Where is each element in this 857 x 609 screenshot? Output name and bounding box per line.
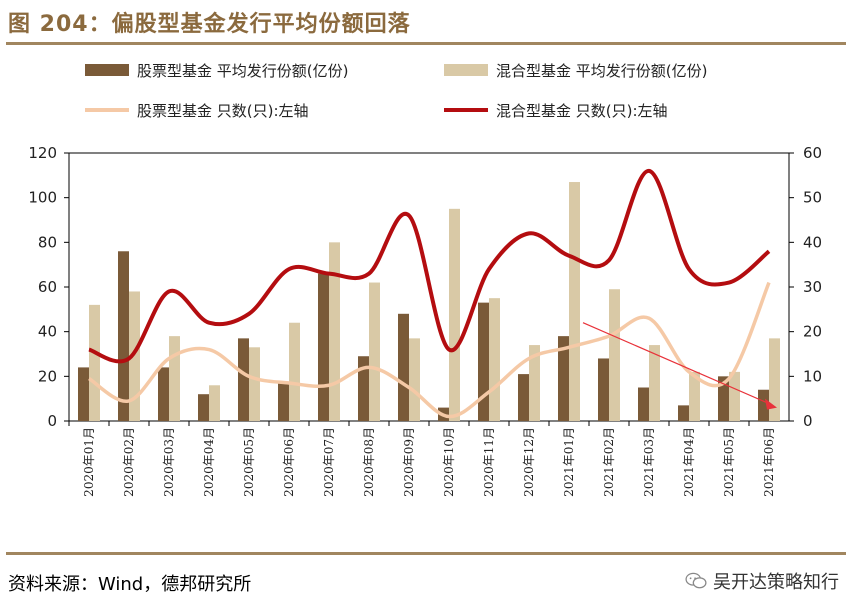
x-axis-tick-label: 2020年10月 bbox=[442, 427, 456, 497]
right-axis-tick-label: 0 bbox=[803, 412, 813, 430]
x-axis-tick-label: 2020年06月 bbox=[282, 427, 296, 497]
bar-stock bbox=[158, 367, 169, 421]
right-axis-tick-label: 30 bbox=[803, 278, 822, 296]
x-axis-tick-label: 2020年05月 bbox=[242, 427, 256, 497]
bar-mixed bbox=[569, 182, 580, 421]
bar-stock bbox=[238, 338, 249, 421]
bar-mixed bbox=[129, 291, 140, 421]
bar-mixed bbox=[449, 208, 460, 421]
bar-stock bbox=[118, 251, 129, 421]
chart-title: 图 204：偏股型基金发行平均份额回落 bbox=[8, 12, 411, 37]
right-axis-tick-label: 20 bbox=[803, 323, 822, 341]
x-axis-tick-label: 2021年06月 bbox=[762, 427, 776, 497]
bar-stock bbox=[278, 383, 289, 421]
bar-mixed bbox=[369, 282, 380, 421]
bar-mixed bbox=[769, 338, 780, 421]
x-axis-tick-label: 2020年07月 bbox=[322, 427, 336, 497]
bottom-rule bbox=[6, 552, 846, 555]
left-axis-tick-label: 20 bbox=[38, 367, 57, 385]
legend-swatch-stock-bar bbox=[85, 64, 129, 76]
left-axis-tick-label: 120 bbox=[28, 144, 57, 162]
bar-mixed bbox=[649, 345, 660, 421]
bar-mixed bbox=[209, 385, 220, 421]
bar-stock bbox=[558, 336, 569, 421]
x-axis-tick-label: 2021年02月 bbox=[602, 427, 616, 497]
bar-stock bbox=[78, 367, 89, 421]
trend-arrow-line bbox=[582, 322, 770, 405]
chart: 股票型基金 平均发行份额(亿份) 混合型基金 平均发行份额(亿份) 股票型基金 只数… bbox=[28, 62, 822, 497]
bar-mixed bbox=[529, 345, 540, 421]
bar-stock bbox=[638, 387, 649, 421]
left-axis-tick-label: 80 bbox=[38, 233, 57, 251]
bar-mixed bbox=[289, 322, 300, 421]
left-axis-tick-label: 40 bbox=[38, 323, 57, 341]
x-axis-tick-label: 2021年01月 bbox=[562, 427, 576, 497]
bar-mixed bbox=[729, 371, 740, 421]
x-axis-tick-label: 2021年04月 bbox=[682, 427, 696, 497]
x-axis-tick-label: 2020年03月 bbox=[162, 427, 176, 497]
legend: 股票型基金 平均发行份额(亿份) 混合型基金 平均发行份额(亿份) 股票型基金 只数… bbox=[85, 62, 707, 120]
x-axis-tick-label: 2020年09月 bbox=[402, 427, 416, 497]
wechat-icon bbox=[685, 572, 707, 589]
left-axis-tick-label: 100 bbox=[28, 189, 57, 207]
brand-watermark: 吴开达策略知行 bbox=[685, 568, 839, 594]
bar-stock bbox=[198, 394, 209, 421]
right-axis-tick-label: 60 bbox=[803, 144, 822, 162]
line-mixed-count bbox=[88, 168, 771, 364]
bar-stock bbox=[398, 313, 409, 421]
bar-mixed bbox=[329, 242, 340, 421]
x-axis-tick-label: 2020年04月 bbox=[202, 427, 216, 497]
bar-mixed bbox=[89, 304, 100, 421]
bar-stock bbox=[718, 376, 729, 421]
right-axis-tick-label: 10 bbox=[803, 367, 822, 385]
left-axis-tick-label: 0 bbox=[47, 412, 57, 430]
line-stock-count bbox=[88, 281, 771, 419]
bar-mixed bbox=[169, 336, 180, 421]
trend-arrow-head bbox=[765, 398, 777, 410]
bar-stock bbox=[598, 358, 609, 421]
legend-label-stock-line: 股票型基金 只数(只):左轴 bbox=[137, 102, 309, 120]
right-axis-tick-label: 40 bbox=[803, 233, 822, 251]
brand-label: 吴开达策略知行 bbox=[713, 572, 839, 593]
top-rule bbox=[6, 42, 846, 45]
left-axis-tick-label: 60 bbox=[38, 278, 57, 296]
bar-stock bbox=[478, 302, 489, 421]
legend-label-mixed-bar: 混合型基金 平均发行份额(亿份) bbox=[496, 62, 707, 80]
legend-swatch-mixed-bar bbox=[444, 64, 488, 76]
bar-mixed bbox=[409, 338, 420, 421]
bar-mixed bbox=[609, 289, 620, 421]
x-axis-tick-label: 2020年02月 bbox=[122, 427, 136, 497]
bar-mixed bbox=[489, 298, 500, 421]
bar-stock bbox=[758, 389, 769, 421]
legend-label-stock-bar: 股票型基金 平均发行份额(亿份) bbox=[137, 62, 348, 80]
bar-mixed bbox=[689, 371, 700, 421]
plot-area: 0 20 40 60 80 100 120 0 10 20 30 40 50 60 2020年01月 2020… bbox=[28, 144, 822, 497]
bar-stock bbox=[518, 374, 529, 421]
x-axis-tick-label: 2020年01月 bbox=[82, 427, 96, 497]
right-axis-tick-label: 50 bbox=[803, 189, 822, 207]
bar-stock bbox=[358, 356, 369, 421]
x-axis-tick-label: 2020年11月 bbox=[482, 427, 496, 497]
x-axis-tick-label: 2020年08月 bbox=[362, 427, 376, 497]
source-note: 资料来源：Wind，德邦研究所 bbox=[8, 574, 252, 595]
bar-stock bbox=[678, 405, 689, 421]
x-axis-tick-label: 2021年05月 bbox=[722, 427, 736, 497]
x-axis-tick-label: 2021年03月 bbox=[642, 427, 656, 497]
bar-stock bbox=[318, 273, 329, 421]
x-axis-tick-label: 2020年12月 bbox=[522, 427, 536, 497]
bar-mixed bbox=[249, 347, 260, 421]
legend-label-mixed-line: 混合型基金 只数(只):左轴 bbox=[496, 102, 668, 120]
